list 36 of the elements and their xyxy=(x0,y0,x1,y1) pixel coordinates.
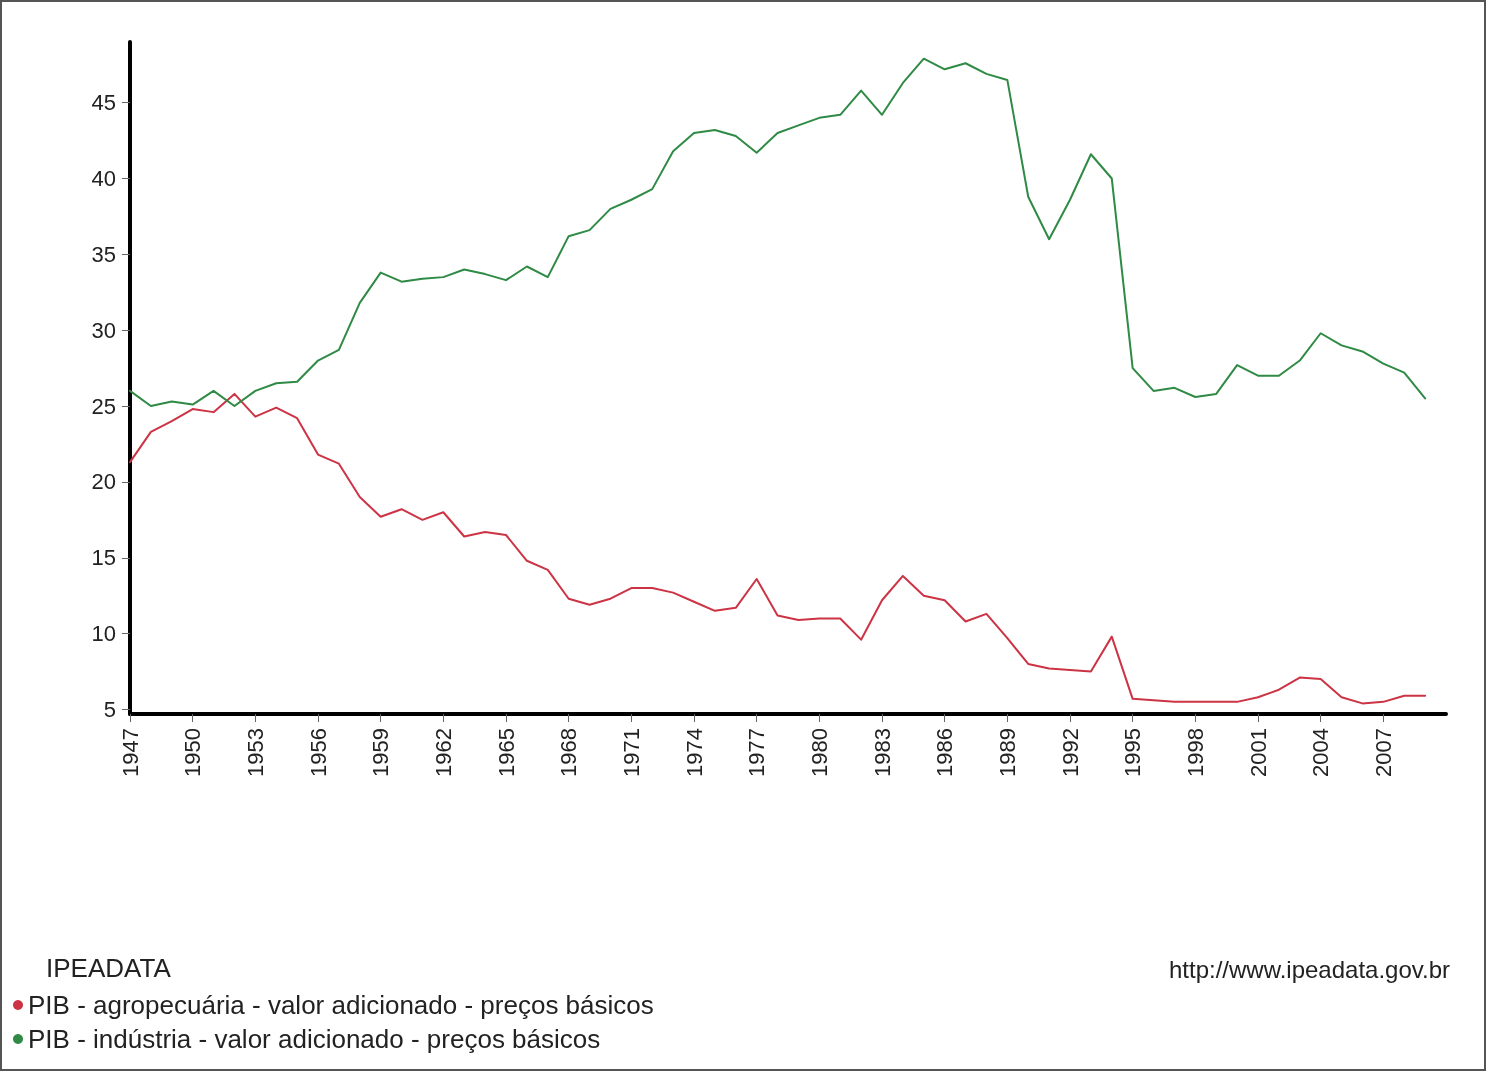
x-tick-label: 1968 xyxy=(556,728,582,777)
x-tick-label: 2007 xyxy=(1370,728,1396,777)
x-tick-label: 1986 xyxy=(932,728,958,777)
y-tick-label: 20 xyxy=(91,469,116,495)
y-tick-label: 5 xyxy=(103,696,116,722)
y-tick-label: 15 xyxy=(91,545,116,571)
x-tick-label: 1962 xyxy=(430,728,456,777)
y-tick-label: 25 xyxy=(91,393,116,419)
text: IPEADATA xyxy=(46,953,172,983)
x-tick-label: 1971 xyxy=(618,728,644,777)
x-tick-label: 1965 xyxy=(493,728,519,777)
x-tick-label: 1995 xyxy=(1120,728,1146,777)
x-tick-label: 1992 xyxy=(1057,728,1083,777)
legend-label: PIB - indústria - valor adicionado - preços básicos xyxy=(28,1024,601,1054)
y-tick-label: 10 xyxy=(91,621,116,647)
text: http://www.ipeadata.gov.br xyxy=(1168,955,1451,983)
x-tick-label: 1980 xyxy=(806,728,832,777)
x-tick-label: 1974 xyxy=(681,728,707,777)
y-tick-label: 40 xyxy=(91,166,116,192)
y-tick-label: 30 xyxy=(91,317,116,343)
line-series xyxy=(129,57,1427,408)
y-tick-label: 35 xyxy=(91,241,116,267)
x-tick-label: 1947 xyxy=(117,728,143,777)
x-tick-label: 1998 xyxy=(1182,728,1208,777)
x-tick-label: 1983 xyxy=(869,728,895,777)
line-series xyxy=(129,392,1427,705)
x-tick-label: 1989 xyxy=(994,728,1020,777)
x-tick-label: 2001 xyxy=(1245,728,1271,777)
x-tick-label: 1950 xyxy=(180,728,206,777)
x-tick-label: 2004 xyxy=(1308,728,1334,777)
x-tick-label: 1959 xyxy=(368,728,394,777)
x-tick-label: 1977 xyxy=(744,728,770,777)
x-tick-label: 1953 xyxy=(242,728,268,777)
y-tick-label: 45 xyxy=(91,90,116,116)
legend-label: PIB - agropecuária - valor adicionado - preços básicos xyxy=(28,990,654,1020)
x-tick-label: 1956 xyxy=(305,728,331,777)
